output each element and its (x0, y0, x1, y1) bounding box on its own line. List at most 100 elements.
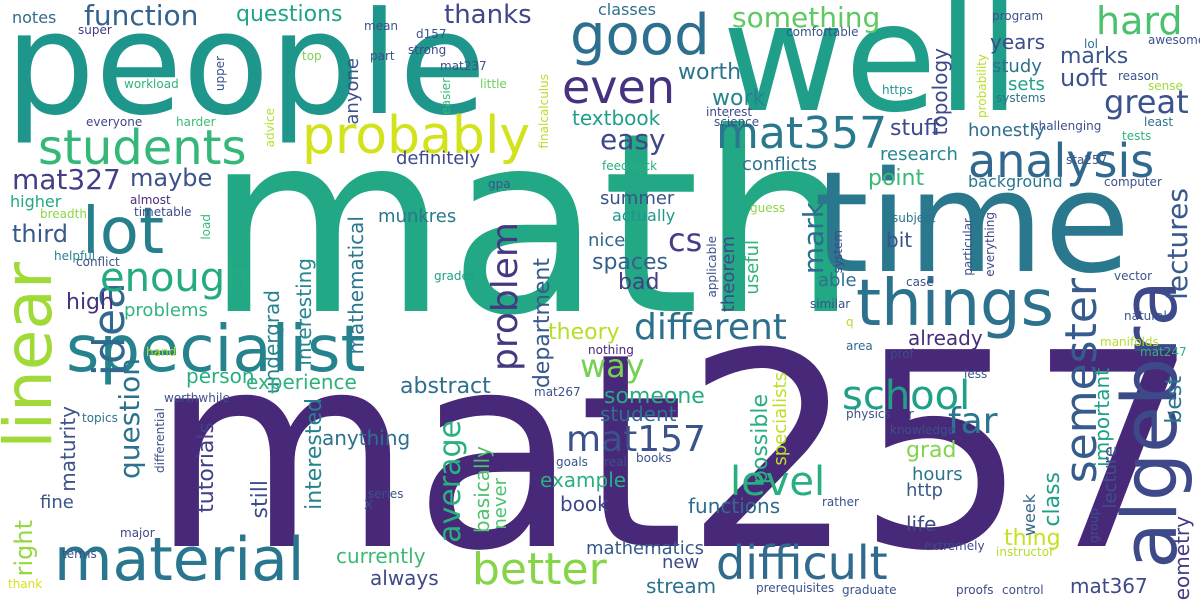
word-advice: advice (263, 108, 277, 148)
word-honestly: honestly (968, 120, 1045, 141)
word-munkres: munkres (378, 206, 457, 227)
word-theorem: theorem (718, 236, 739, 313)
word-anything: anything (322, 426, 411, 450)
word-harder: harder (176, 115, 216, 129)
word-currently: currently (336, 544, 426, 568)
word-program: program (992, 9, 1044, 23)
word-books: books (636, 451, 672, 465)
word-top: top (302, 49, 322, 63)
word-research: research (880, 144, 958, 165)
word-department: department (530, 258, 555, 389)
word-study: study (992, 56, 1042, 77)
word-mat367: mat367 (1070, 574, 1148, 598)
word-particular: particular (961, 218, 975, 276)
word-subject: subject (892, 211, 936, 225)
word-anyone: anyone (342, 58, 363, 125)
word-specialist: specialist (66, 313, 366, 387)
word-students: students (38, 120, 247, 176)
word-x: x (364, 494, 374, 513)
word-breadth: breadth (40, 207, 87, 221)
word-bad: bad (618, 270, 660, 295)
word-http: http (906, 480, 943, 501)
word-week: week (1020, 494, 1039, 537)
word-major: major (120, 526, 155, 540)
word-mathematics: mathematics (586, 538, 705, 559)
word-person: person (186, 364, 255, 388)
word-theory: theory (548, 320, 620, 345)
word-vector: vector (1114, 269, 1153, 283)
word-terms: terms (62, 547, 97, 561)
word-marks: marks (1060, 44, 1129, 69)
word-people: people (5, 0, 487, 147)
word-strong: strong (408, 43, 447, 57)
word-hours: hours (912, 464, 963, 485)
word-new: new (662, 552, 700, 573)
word-great: great (1104, 83, 1189, 121)
word-never: never (490, 478, 511, 530)
word-workload: workload (124, 77, 179, 91)
word-maybe: maybe (130, 164, 213, 192)
word-good: good (570, 3, 710, 68)
word-point: point (868, 166, 925, 191)
word-lol: lol (1084, 37, 1099, 51)
word-everyone: everyone (86, 115, 143, 129)
word-sense: sense (1148, 79, 1183, 93)
word-best: best (1162, 376, 1187, 424)
word-book: book (560, 492, 609, 516)
word-better: better (472, 544, 607, 595)
word-high: high (66, 290, 114, 315)
word-conflict: conflict (76, 255, 120, 269)
word-series: series (368, 487, 404, 501)
word-thing: thing (1004, 526, 1061, 551)
word-already: already (908, 326, 983, 350)
word-questions: questions (236, 2, 343, 27)
word-proofs: proofs (956, 583, 994, 597)
word-useful: useful (742, 240, 763, 295)
word-topics: topics (82, 411, 118, 425)
word-different: different (634, 307, 787, 348)
word-far: far (948, 401, 998, 442)
word-question: question (113, 358, 146, 479)
word-enough: enough (100, 255, 251, 301)
word-example: example (540, 468, 627, 492)
word-someone: someone (604, 384, 705, 409)
word-computer: computer (1104, 175, 1162, 189)
word-abstract: abstract (400, 374, 491, 399)
word-less: less (964, 367, 988, 381)
word-average: average (433, 420, 468, 543)
word-prof: prof (890, 347, 914, 361)
word-finalcalculus: finalcalculus (537, 74, 551, 149)
word-geometry: geometry (1170, 516, 1194, 600)
word-mat257: mat257 (150, 295, 1200, 600)
word-mat267: mat267 (534, 385, 581, 399)
word-d157: d157 (416, 27, 447, 41)
word-https: https (882, 83, 913, 97)
word-linear: linear (0, 262, 67, 449)
word-background: background (968, 172, 1063, 191)
word-prerequisites: prerequisites (756, 581, 835, 595)
word-feedback: feedback (602, 159, 658, 173)
word-math: math (205, 79, 859, 370)
word-graduate: graduate (842, 583, 897, 597)
word-real: real (604, 455, 627, 469)
word-class: class (1040, 472, 1065, 527)
word-mat247: mat247 (1140, 345, 1187, 359)
word-stream: stream (646, 574, 717, 598)
word-bit: bit (886, 228, 913, 252)
word-fine: fine (40, 492, 74, 513)
word-tutorials: tutorials (194, 422, 219, 513)
word-school: school (842, 373, 971, 419)
word-basically: basically (470, 446, 494, 534)
word-notes: notes (12, 8, 57, 27)
word-differential: differential (153, 408, 167, 473)
word-goals: goals (556, 455, 588, 469)
word-awesome: awesome (1148, 33, 1200, 47)
word-load: load (199, 214, 213, 240)
word-mat237: mat237 (440, 59, 487, 73)
word-summer: summer (600, 188, 675, 209)
word-helpful: helpful (54, 249, 96, 263)
word-life: life (906, 512, 937, 536)
word-instructor: instructor (996, 545, 1055, 559)
word-classes: classes (598, 0, 656, 19)
